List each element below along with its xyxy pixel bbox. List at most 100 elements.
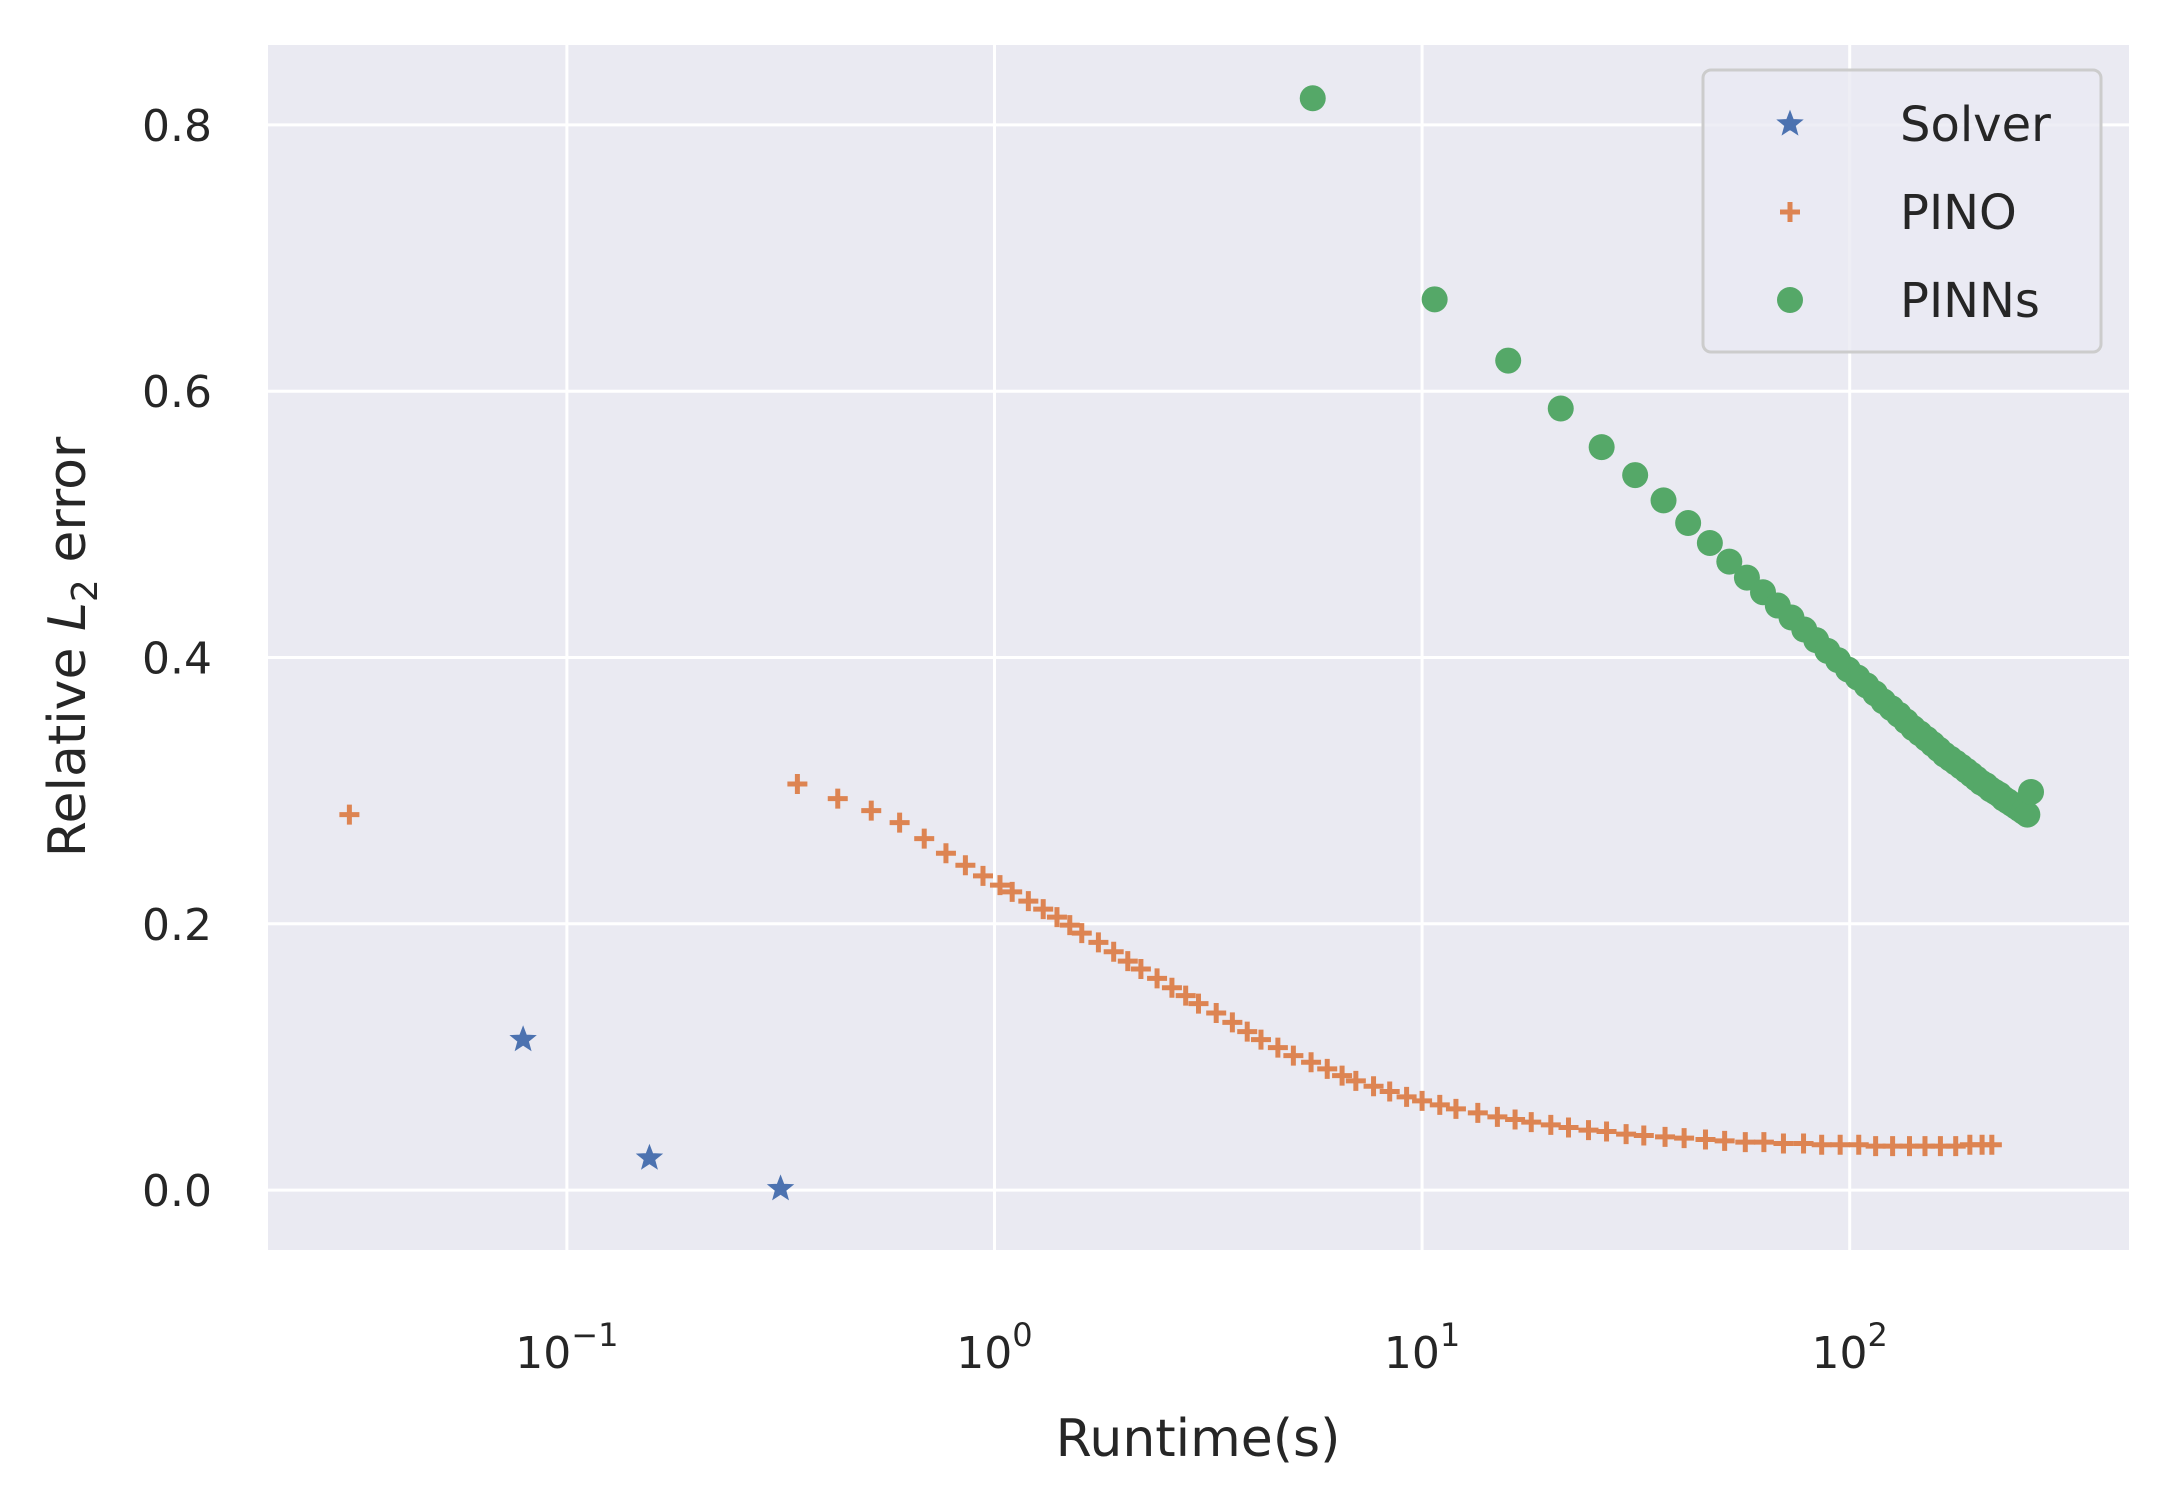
data-point-pinns xyxy=(1675,510,1702,537)
data-point-pino xyxy=(1175,985,1196,1006)
data-point-pino xyxy=(1429,1094,1450,1115)
data-point-pino xyxy=(1147,968,1168,989)
data-point-pino xyxy=(1882,1136,1903,1157)
x-tick-label: 10−1 xyxy=(515,1316,618,1379)
data-point-pino xyxy=(1161,977,1182,998)
y-axis-title-subscript: 2 xyxy=(65,579,106,602)
data-point-pino xyxy=(1578,1120,1599,1141)
data-point-pino xyxy=(1487,1106,1508,1127)
data-point-pino xyxy=(787,773,808,794)
data-point-pino xyxy=(1396,1086,1417,1107)
legend-frame xyxy=(1701,68,2103,354)
data-point-pino xyxy=(1695,1129,1716,1150)
x-tick-label: 101 xyxy=(1384,1316,1460,1379)
data-point-pino xyxy=(1848,1134,1869,1155)
data-point-pino xyxy=(1714,1130,1735,1151)
data-point-pino xyxy=(1865,1136,1886,1157)
data-point-pino xyxy=(1188,993,1209,1014)
y-axis-ticks: 0.0 0.2 0.4 0.6 0.8 xyxy=(142,101,212,1217)
data-point-pino xyxy=(1558,1117,1579,1138)
data-point-pino xyxy=(1250,1029,1271,1050)
x-tick-label: 102 xyxy=(1812,1316,1888,1379)
y-axis-title-variable: L xyxy=(38,602,98,631)
data-point-pino xyxy=(1301,1052,1322,1073)
data-point-pino xyxy=(1117,951,1138,972)
data-point-pinns xyxy=(1299,85,1326,112)
data-point-pinns xyxy=(1650,487,1677,514)
data-point-pino xyxy=(339,804,360,825)
data-point-pino xyxy=(1237,1021,1258,1042)
y-tick-label: 0.2 xyxy=(142,900,212,951)
data-point-pino xyxy=(955,855,976,876)
data-point-solver xyxy=(766,1174,795,1201)
data-point-pino xyxy=(1130,959,1151,980)
data-point-pino xyxy=(1811,1134,1832,1155)
data-point-pino xyxy=(1540,1114,1561,1135)
data-point-pino xyxy=(1412,1090,1433,1111)
data-point-pinns xyxy=(1495,347,1522,374)
x-axis-title: Runtime(s) xyxy=(1056,1409,1341,1469)
data-point-pino xyxy=(989,875,1010,896)
series-solver xyxy=(509,1025,795,1201)
data-point-pino xyxy=(1283,1045,1304,1066)
data-point-pino xyxy=(1596,1121,1617,1142)
data-point-pino xyxy=(1445,1098,1466,1119)
legend-item-solver: Solver xyxy=(1776,97,2051,153)
data-point-pino xyxy=(1345,1070,1366,1091)
data-point-pino xyxy=(1753,1132,1774,1153)
data-point-pino xyxy=(1363,1076,1384,1097)
data-point-pinns xyxy=(1696,529,1723,556)
y-tick-label: 0.4 xyxy=(142,633,212,684)
data-point-pino xyxy=(1046,907,1067,928)
data-point-pino xyxy=(1267,1037,1288,1058)
data-point-pino xyxy=(1793,1133,1814,1154)
legend-label: PINNs xyxy=(1900,273,2040,329)
data-point-pino xyxy=(1379,1081,1400,1102)
legend-marker-pinns xyxy=(1777,287,1803,313)
data-point-solver xyxy=(509,1025,537,1052)
data-point-pino xyxy=(1981,1134,2002,1155)
y-tick-label: 0.6 xyxy=(142,367,212,418)
data-point-solver xyxy=(635,1143,664,1170)
data-point-pinns xyxy=(1716,548,1743,575)
data-point-pinns xyxy=(1421,286,1448,313)
data-point-pino xyxy=(1830,1134,1851,1155)
legend-label: Solver xyxy=(1900,97,2051,153)
legend-marker-pino xyxy=(1780,202,1800,222)
data-point-pino xyxy=(1103,941,1124,962)
legend-item-pino: PINO xyxy=(1780,185,2017,241)
data-point-pinns xyxy=(1622,462,1649,489)
x-axis-ticks: 10−1 100 101 102 xyxy=(515,1316,1888,1379)
data-point-pino xyxy=(935,843,956,864)
y-axis-title-prefix: Relative xyxy=(38,631,98,857)
y-axis-title: Relative L2 error xyxy=(38,436,106,857)
data-point-pino xyxy=(914,828,935,849)
data-points xyxy=(339,85,2045,1201)
y-tick-label: 0.0 xyxy=(142,1166,212,1217)
data-point-pino xyxy=(1059,915,1080,936)
data-point-pino xyxy=(1033,899,1054,920)
data-point-pinns xyxy=(1547,395,1574,422)
series-pino xyxy=(339,773,2002,1157)
data-point-pino xyxy=(1002,881,1023,902)
data-point-pinns xyxy=(2018,778,2045,805)
legend-label: PINO xyxy=(1900,185,2017,241)
data-point-pinns xyxy=(2014,801,2041,828)
data-point-pino xyxy=(1633,1125,1654,1146)
legend-marker-solver xyxy=(1776,109,1804,136)
data-point-pino xyxy=(1735,1132,1756,1153)
data-point-pino xyxy=(972,865,993,886)
data-point-pino xyxy=(1674,1128,1695,1149)
data-point-pinns xyxy=(1588,434,1615,461)
data-point-pino xyxy=(1616,1124,1637,1145)
data-point-pino xyxy=(1332,1065,1353,1086)
series-pinns xyxy=(1299,85,2045,828)
legend-item-pinns: PINNs xyxy=(1777,273,2040,329)
data-point-pino xyxy=(889,812,910,833)
data-point-pino xyxy=(861,800,882,821)
legend: Solver PINO PINNs xyxy=(1701,68,2103,354)
y-tick-label: 0.8 xyxy=(142,101,212,152)
data-point-pino xyxy=(827,788,848,809)
data-point-pino xyxy=(1317,1058,1338,1079)
